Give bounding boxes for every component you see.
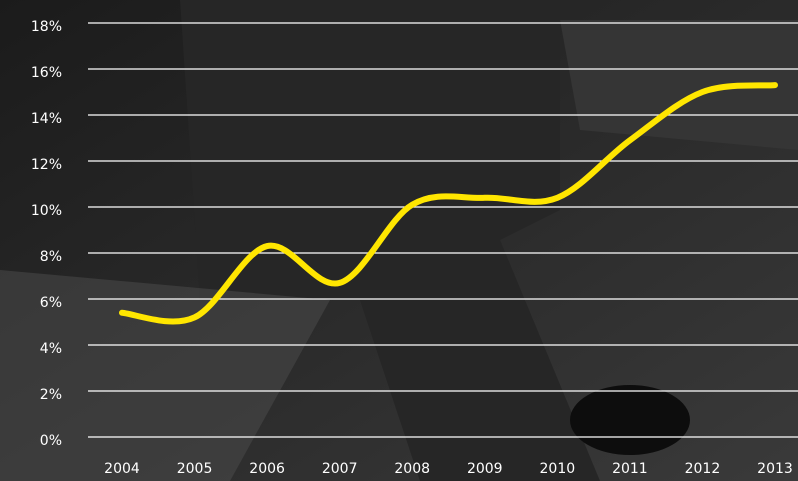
background-cloth: [180, 0, 600, 481]
data-line: [119, 82, 778, 325]
x-tick-label: 2009: [467, 461, 503, 477]
y-tick-label: 18%: [31, 19, 62, 35]
background-wall: [560, 20, 798, 150]
x-tick-label: 2008: [394, 461, 430, 477]
x-tick-label: 2012: [685, 461, 721, 477]
y-tick-label: 14%: [31, 111, 62, 127]
y-tick-label: 10%: [31, 203, 62, 219]
y-tick-label: 6%: [40, 295, 62, 311]
x-tick-label: 2010: [540, 461, 576, 477]
y-tick-label: 0%: [40, 433, 62, 449]
y-tick-label: 12%: [31, 157, 62, 173]
x-tick-label: 2011: [612, 461, 648, 477]
y-tick-label: 16%: [31, 65, 62, 81]
x-tick-label: 2004: [104, 461, 140, 477]
x-tick-label: 2013: [757, 461, 793, 477]
y-tick-label: 8%: [40, 249, 62, 265]
background-box: [0, 270, 330, 481]
x-tick-label: 2007: [322, 461, 358, 477]
x-tick-label: 2006: [249, 461, 285, 477]
background-shoe: [570, 385, 690, 455]
x-tick-label: 2005: [177, 461, 213, 477]
y-tick-label: 4%: [40, 341, 62, 357]
y-tick-label: 2%: [40, 387, 62, 403]
